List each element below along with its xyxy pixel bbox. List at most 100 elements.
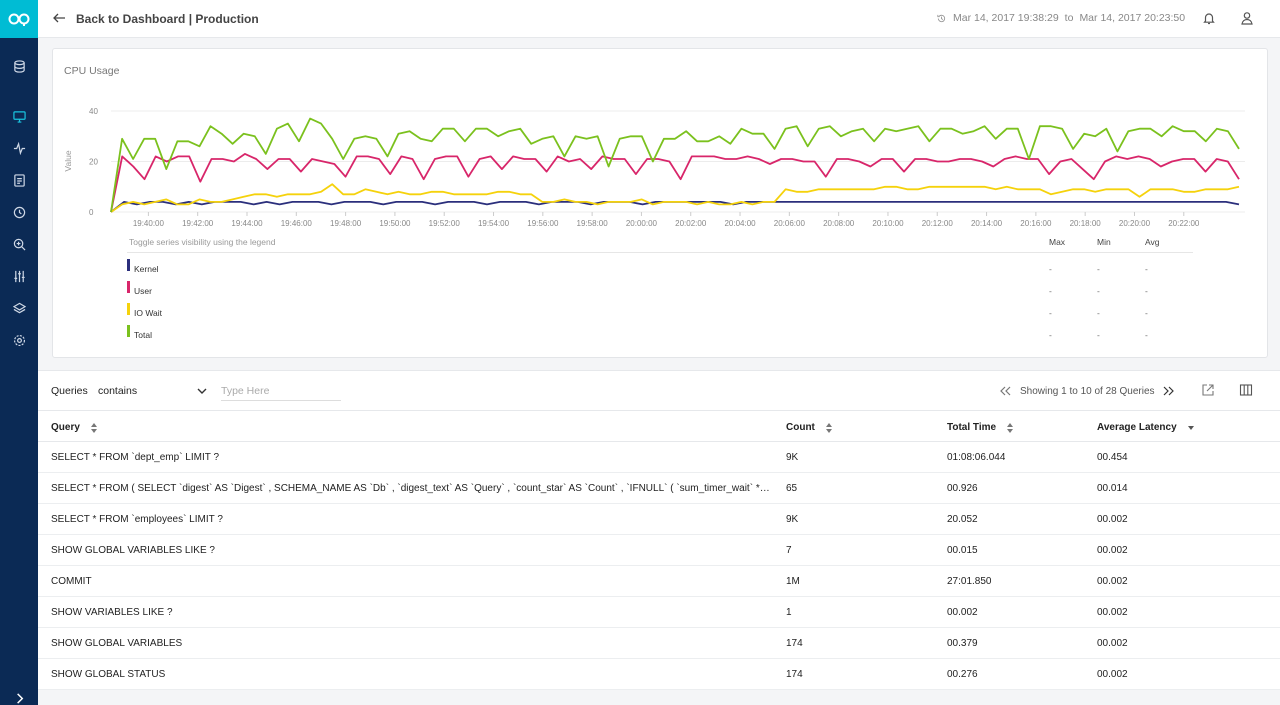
table-row[interactable]: SHOW GLOBAL VARIABLES LIKE ? 7 00.015 00… bbox=[38, 535, 1280, 566]
filter-mode-select[interactable]: contains bbox=[98, 385, 138, 397]
x-tick-label: 20:06:00 bbox=[774, 219, 806, 228]
x-tick-label: 19:48:00 bbox=[330, 219, 362, 228]
table-row[interactable]: SELECT * FROM `dept_emp` LIMIT ? 9K 01:0… bbox=[38, 442, 1280, 473]
query-search-input[interactable] bbox=[221, 381, 341, 401]
header: Back to Dashboard | Production Mar 14, 2… bbox=[38, 0, 1280, 38]
table-row[interactable]: SELECT * FROM `employees` LIMIT ? 9K 20.… bbox=[38, 504, 1280, 535]
y-tick-label: 0 bbox=[89, 208, 94, 217]
bell-icon[interactable] bbox=[1202, 11, 1216, 25]
column-total-time[interactable]: Total Time bbox=[947, 422, 1014, 433]
table-row[interactable]: SHOW GLOBAL VARIABLES 174 00.379 00.002 bbox=[38, 628, 1280, 659]
legend-label: Total bbox=[134, 330, 152, 340]
legend-item-total[interactable]: Total - - - bbox=[127, 325, 1193, 343]
x-tick-label: 19:50:00 bbox=[379, 219, 411, 228]
layers-icon[interactable] bbox=[0, 292, 38, 324]
column-count[interactable]: Count bbox=[786, 422, 833, 433]
cell-query: SHOW VARIABLES LIKE ? bbox=[51, 607, 173, 618]
back-arrow-icon[interactable] bbox=[52, 11, 66, 25]
legend-label: IO Wait bbox=[134, 308, 163, 318]
chart-title: CPU Usage bbox=[64, 65, 120, 77]
x-tick-label: 20:22:00 bbox=[1168, 219, 1200, 228]
sliders-icon[interactable] bbox=[0, 260, 38, 292]
column-average-latency[interactable]: Average Latency bbox=[1097, 422, 1195, 433]
table-row[interactable]: COMMIT 1M 27:01.850 00.002 bbox=[38, 566, 1280, 597]
legend-avg: - bbox=[1145, 286, 1148, 296]
legend-min: - bbox=[1097, 286, 1100, 296]
clock-icon[interactable] bbox=[0, 196, 38, 228]
cell-avg-latency: 00.002 bbox=[1097, 576, 1128, 587]
x-tick-label: 19:52:00 bbox=[429, 219, 461, 228]
legend-hint: Toggle series visibility using the legen… bbox=[129, 237, 276, 247]
cell-avg-latency: 00.002 bbox=[1097, 514, 1128, 525]
sort-icon bbox=[825, 422, 832, 433]
sort-icon bbox=[90, 422, 97, 433]
cell-total-time: 00.002 bbox=[947, 607, 978, 618]
time-range-picker[interactable]: Mar 14, 2017 19:38:29 to Mar 14, 2017 20… bbox=[936, 12, 1185, 24]
table-row[interactable]: SELECT * FROM ( SELECT `digest` AS `Dige… bbox=[38, 473, 1280, 504]
prev-page-icon[interactable] bbox=[998, 385, 1012, 397]
queries-table: Query Count Total Time Average Latency S… bbox=[38, 410, 1280, 690]
document-icon[interactable] bbox=[0, 164, 38, 196]
expand-icon[interactable] bbox=[0, 682, 38, 705]
legend-min: - bbox=[1097, 330, 1100, 340]
series-line-user bbox=[110, 153, 1240, 213]
legend-item-user[interactable]: User - - - bbox=[127, 281, 1193, 299]
legend-label: Kernel bbox=[134, 264, 159, 274]
legend-swatch bbox=[127, 259, 130, 271]
x-tick-label: 19:58:00 bbox=[577, 219, 609, 228]
cell-count: 7 bbox=[786, 545, 792, 556]
column-query[interactable]: Query bbox=[51, 422, 98, 433]
cell-avg-latency: 00.454 bbox=[1097, 452, 1128, 463]
legend-avg: - bbox=[1145, 264, 1148, 274]
cell-query: SELECT * FROM `employees` LIMIT ? bbox=[51, 514, 223, 525]
zoom-icon[interactable] bbox=[0, 228, 38, 260]
cell-count: 174 bbox=[786, 669, 803, 680]
cell-query: SHOW GLOBAL STATUS bbox=[51, 669, 166, 680]
column-label: Average Latency bbox=[1097, 422, 1177, 433]
legend-min: - bbox=[1097, 308, 1100, 318]
cell-count: 1 bbox=[786, 607, 792, 618]
next-page-icon[interactable] bbox=[1162, 385, 1176, 397]
x-tick-label: 20:02:00 bbox=[675, 219, 707, 228]
cell-avg-latency: 00.002 bbox=[1097, 638, 1128, 649]
cell-query: SELECT * FROM ( SELECT `digest` AS `Dige… bbox=[51, 483, 771, 494]
cell-avg-latency: 00.014 bbox=[1097, 483, 1128, 494]
table-row[interactable]: SHOW GLOBAL STATUS 174 00.276 00.002 bbox=[38, 659, 1280, 690]
activity-icon[interactable] bbox=[0, 132, 38, 164]
cell-avg-latency: 00.002 bbox=[1097, 545, 1128, 556]
y-axis-label: Value bbox=[63, 150, 73, 171]
series-line-io-wait bbox=[110, 183, 1240, 213]
cell-total-time: 20.052 bbox=[947, 514, 978, 525]
monitor-icon[interactable] bbox=[0, 100, 38, 132]
table-row[interactable]: SHOW VARIABLES LIKE ? 1 00.002 00.002 bbox=[38, 597, 1280, 628]
cell-count: 65 bbox=[786, 483, 798, 494]
database-icon[interactable] bbox=[0, 50, 38, 82]
percona-logo-icon[interactable] bbox=[0, 0, 38, 38]
settings-icon[interactable] bbox=[0, 324, 38, 356]
sort-desc-icon bbox=[1187, 425, 1194, 430]
x-tick-label: 20:10:00 bbox=[872, 219, 904, 228]
time-from: Mar 14, 2017 19:38:29 bbox=[953, 12, 1059, 24]
legend-swatch bbox=[127, 303, 130, 315]
chevron-down-icon[interactable] bbox=[196, 385, 208, 397]
export-icon[interactable] bbox=[1201, 383, 1215, 397]
legend-item-kernel[interactable]: Kernel - - - bbox=[127, 259, 1193, 277]
page-title[interactable]: Back to Dashboard | Production bbox=[76, 12, 259, 26]
x-tick-label: 19:40:00 bbox=[133, 219, 165, 228]
queries-label: Queries bbox=[51, 385, 88, 397]
legend-swatch bbox=[127, 325, 130, 337]
columns-icon[interactable] bbox=[1239, 383, 1253, 397]
user-icon[interactable] bbox=[1240, 11, 1254, 25]
table-header: Query Count Total Time Average Latency bbox=[38, 410, 1280, 442]
sidebar bbox=[0, 0, 38, 705]
y-tick-label: 40 bbox=[89, 107, 98, 116]
legend-min: - bbox=[1097, 264, 1100, 274]
cpu-usage-chart: 0 20 40 Value 19:40:00 19:42:00 19:44:00 19:46:… bbox=[63, 107, 1245, 228]
legend-avg: - bbox=[1145, 308, 1148, 318]
legend-max: - bbox=[1049, 330, 1052, 340]
x-tick-label: 20:04:00 bbox=[724, 219, 756, 228]
legend-max: - bbox=[1049, 286, 1052, 296]
legend-label: User bbox=[134, 286, 152, 296]
legend-item-io-wait[interactable]: IO Wait - - - bbox=[127, 303, 1193, 321]
